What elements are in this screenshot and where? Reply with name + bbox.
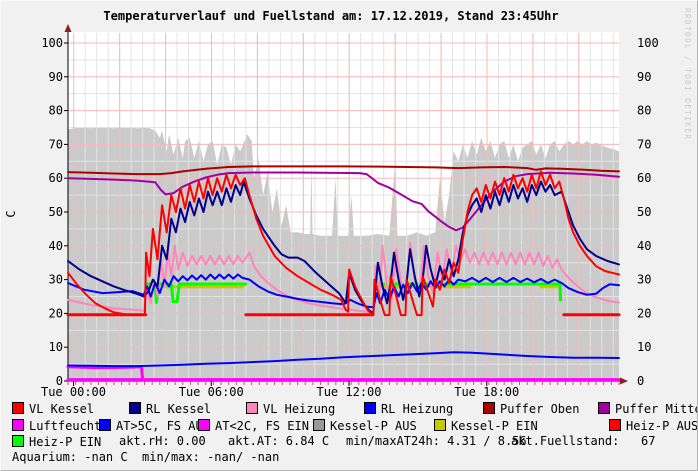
series-luftfeuchte xyxy=(66,365,145,382)
puffer_oben-swatch-icon xyxy=(483,402,495,414)
legend-item-text: min/maxAT24h: 4.31 / 8.56 xyxy=(346,435,527,448)
chart-svg: 0 0 10 10 20 20 30 30 40 40 50 50 60 60 70 70 80 80 90 90 10… xyxy=(4,24,659,399)
puffer_mitte-swatch-icon xyxy=(598,402,610,414)
kessel_p_aus-swatch-icon xyxy=(313,419,325,431)
x-tick-label: Tue 06:00 xyxy=(179,385,244,399)
legend-item-luftfeuchte: Luftfeuchte xyxy=(12,419,109,433)
y-axis-arrow-icon xyxy=(64,24,72,32)
x-tick-label: Tue 12:00 xyxy=(316,385,381,399)
legend-label: Kessel-P EIN xyxy=(451,419,538,433)
luftfeuchte-swatch-icon xyxy=(12,419,24,431)
y-tick-label-right: 10 xyxy=(637,340,651,354)
rl_heizung-swatch-icon xyxy=(364,402,376,414)
legend-label: Heiz-P EIN xyxy=(29,435,102,449)
y-tick-label-right: 50 xyxy=(637,205,651,219)
legend-label: min/maxAT24h: 4.31 / 8.56 xyxy=(346,434,527,448)
legend-label: Heiz-P AUS xyxy=(626,419,698,433)
legend-label: Puffer Oben xyxy=(500,402,580,416)
legend-item-rl_kessel: RL Kessel xyxy=(129,402,212,416)
series-puffer_mitte xyxy=(67,171,620,232)
legend-label: VL Kessel xyxy=(29,402,95,416)
legend-item-text: akt.Fuellstand: 67 xyxy=(511,435,656,448)
series-at_gt5_fs_aus xyxy=(67,351,620,368)
y-tick-label-right: 0 xyxy=(637,374,644,388)
series-puffer_oben xyxy=(67,165,620,176)
y-tick-label-right: 100 xyxy=(637,36,659,50)
grid xyxy=(68,33,619,381)
y-tick-label-right: 20 xyxy=(637,306,651,320)
series-vl_kessel xyxy=(67,170,620,317)
legend-label: akt.Fuellstand: 67 xyxy=(511,434,656,448)
legend-item-at_lt2_fs_ein: AT<2C, FS EIN xyxy=(198,419,309,433)
series-vl_heizung xyxy=(67,241,620,314)
y-tick-label-right: 90 xyxy=(637,70,651,84)
y-tick-label-left: 60 xyxy=(49,171,63,185)
legend-item-at_gt5_fs_aus: AT>5C, FS AUS xyxy=(99,419,210,433)
y-tick-label-left: 30 xyxy=(49,273,63,287)
kessel_p_ein-swatch-icon xyxy=(434,419,446,431)
y-tick-label-left: 70 xyxy=(49,137,63,151)
legend-item-text: Aquarium: -nan C min/max: -nan/ -nan xyxy=(12,451,279,464)
legend-label: Luftfeuchte xyxy=(29,419,109,433)
x-axis-arrow-icon xyxy=(620,377,628,385)
series-rl_kessel xyxy=(67,180,620,315)
y-axis-title: C xyxy=(4,210,18,217)
axis-labels: 0 0 10 10 20 20 30 30 40 40 50 50 60 60 70 70 80 80 90 90 10… xyxy=(4,36,659,399)
at_lt2_fs_ein-swatch-icon xyxy=(198,419,210,431)
y-tick-label-right: 80 xyxy=(637,104,651,118)
y-tick-label-left: 40 xyxy=(49,239,63,253)
graph-title: Temperaturverlauf und Fuellstand am: 17.… xyxy=(103,9,559,23)
heiz_p_ein-swatch-icon xyxy=(12,435,24,447)
legend-label: RL Heizung xyxy=(381,402,454,416)
legend-label: VL Heizung xyxy=(263,402,336,416)
legend-item-heiz_p_aus: Heiz-P AUS xyxy=(609,419,698,433)
y-tick-label-left: 100 xyxy=(41,36,63,50)
legend-item-text: akt.AT: 6.84 C xyxy=(228,435,329,448)
legend-item-kessel_p_aus: Kessel-P AUS xyxy=(313,419,417,433)
legend-item-heiz_p_ein: Heiz-P EIN xyxy=(12,435,102,449)
x-tick-label: Tue 18:00 xyxy=(454,385,519,399)
vl_heizung-swatch-icon xyxy=(246,402,258,414)
y-tick-label-left: 10 xyxy=(49,340,63,354)
legend-label: Kessel-P AUS xyxy=(330,419,417,433)
legend-item-rl_heizung: RL Heizung xyxy=(364,402,454,416)
rl_kessel-swatch-icon xyxy=(129,402,141,414)
y-tick-label-left: 90 xyxy=(49,70,63,84)
rrdtool-watermark: RRDTOOL / TOBI OETIKER xyxy=(683,8,692,141)
legend-label: RL Kessel xyxy=(146,402,212,416)
legend-item-puffer_mitte: Puffer Mitte xyxy=(598,402,698,416)
y-tick-label-right: 30 xyxy=(637,273,651,287)
legend-label: akt.rH: 0.00 xyxy=(119,434,206,448)
y-tick-label-left: 50 xyxy=(49,205,63,219)
legend-item-puffer_oben: Puffer Oben xyxy=(483,402,580,416)
at_gt5_fs_aus-swatch-icon xyxy=(99,419,111,431)
y-tick-label-left: 80 xyxy=(49,104,63,118)
y-tick-label-left: 0 xyxy=(56,374,63,388)
legend-label: Aquarium: -nan C min/max: -nan/ -nan xyxy=(12,450,280,464)
y-tick-label-left: 20 xyxy=(49,306,63,320)
legend-label: AT<2C, FS EIN xyxy=(215,419,309,433)
heiz_p_aus-swatch-icon xyxy=(609,419,621,431)
legend-item-vl_heizung: VL Heizung xyxy=(246,402,336,416)
legend-label: akt.AT: 6.84 C xyxy=(228,434,330,448)
vl_kessel-swatch-icon xyxy=(12,402,24,414)
legend-item-text: akt.rH: 0.00 xyxy=(119,435,206,448)
legend-item-kessel_p_ein: Kessel-P EIN xyxy=(434,419,538,433)
y-tick-label-right: 60 xyxy=(637,171,651,185)
legend-label: Puffer Mitte xyxy=(615,402,698,416)
y-tick-label-right: 40 xyxy=(637,239,651,253)
y-tick-label-right: 70 xyxy=(637,137,651,151)
legend-item-vl_kessel: VL Kessel xyxy=(12,402,95,416)
legend-label: AT>5C, FS AUS xyxy=(116,419,210,433)
x-tick-label: Tue 00:00 xyxy=(41,385,106,399)
